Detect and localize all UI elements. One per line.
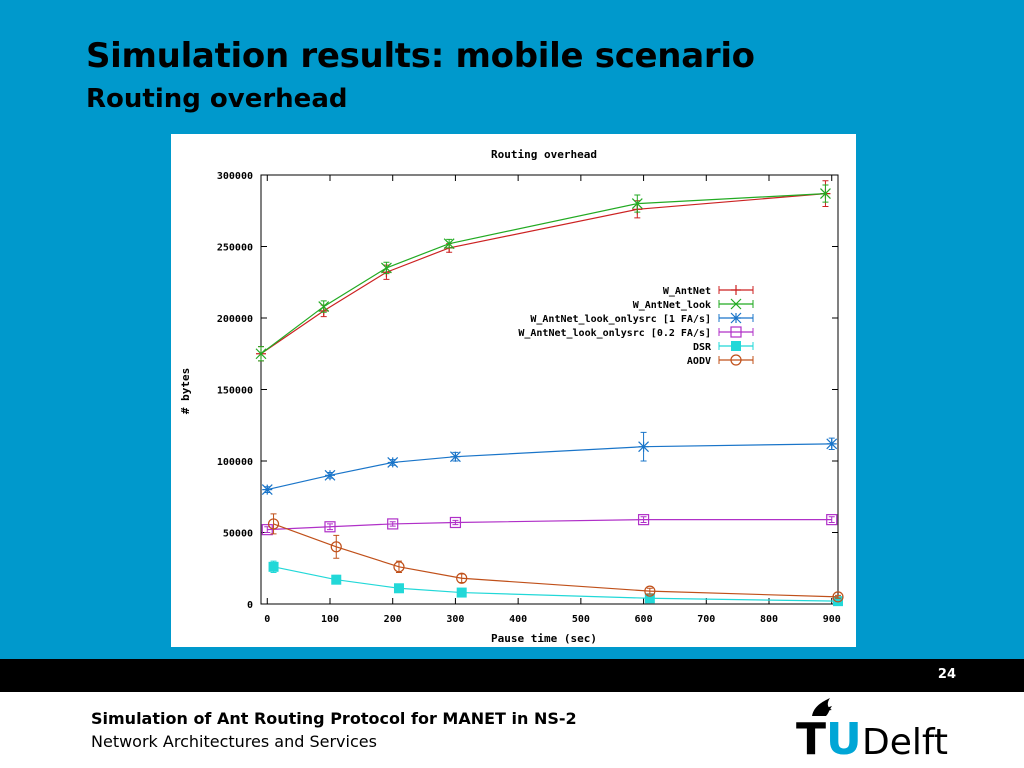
page-number: 24 — [937, 667, 956, 682]
data-point — [387, 457, 399, 468]
x-tick-label: 0 — [264, 614, 270, 625]
x-tick-label: 700 — [697, 614, 715, 625]
x-tick-label: 500 — [572, 614, 590, 625]
y-tick-label: 200000 — [217, 314, 253, 325]
legend-errorbar — [718, 342, 754, 350]
legend-errorbar — [718, 328, 754, 336]
error-bar — [333, 534, 340, 559]
slide-subtitle: Routing overhead — [86, 84, 348, 114]
error-bar — [389, 521, 396, 527]
data-point — [832, 591, 844, 603]
legend-marker — [730, 298, 742, 310]
legend-label: W_AntNet_look — [633, 300, 711, 311]
series-line — [267, 519, 832, 531]
legend-errorbar — [718, 286, 754, 294]
error-bar — [326, 523, 333, 531]
legend-marker — [731, 285, 741, 295]
data-point — [449, 451, 461, 463]
routing-overhead-chart: Routing overhead Pause time (sec) # byte… — [179, 148, 844, 645]
data-point — [826, 438, 838, 450]
error-bar — [646, 587, 653, 595]
x-tick-label: 400 — [509, 614, 527, 625]
flame-icon — [812, 698, 832, 716]
y-tick-label: 0 — [247, 600, 253, 611]
series-line — [260, 192, 826, 355]
data-point — [267, 518, 280, 530]
x-tick-label: 800 — [760, 614, 778, 625]
data-point — [443, 238, 455, 250]
chart-panel: Routing overhead Pause time (sec) # byte… — [171, 134, 856, 647]
data-point — [820, 188, 831, 200]
data-point — [387, 518, 399, 530]
series-line — [267, 443, 832, 491]
legend-marker — [730, 354, 742, 366]
legend-label: W_AntNet_look_onlysrc [0.2 FA/s] — [518, 328, 711, 339]
data-point — [637, 514, 650, 526]
data-point — [331, 574, 342, 585]
tu-delft-logo: T U Delft — [796, 698, 948, 764]
error-bar — [270, 513, 277, 535]
data-point — [381, 262, 392, 274]
y-tick-label: 300000 — [217, 171, 253, 182]
footer: Simulation of Ant Routing Protocol for M… — [0, 692, 1024, 768]
logo-tu-t: T — [796, 714, 826, 764]
y-tick-label: 250000 — [217, 243, 253, 254]
error-bar — [828, 516, 835, 523]
footer-subtitle: Network Architectures and Services — [91, 732, 377, 751]
logo-delft: Delft — [862, 722, 948, 763]
data-point — [826, 514, 838, 526]
data-point — [324, 521, 336, 533]
series-line — [260, 192, 826, 355]
data-point — [456, 587, 467, 598]
series-line — [273, 566, 839, 602]
y-axis-label: # bytes — [179, 368, 192, 414]
data-point — [644, 593, 655, 604]
plot-frame — [260, 174, 839, 605]
footer-title: Simulation of Ant Routing Protocol for M… — [91, 709, 577, 728]
y-tick-label: 50000 — [223, 529, 253, 540]
x-tick-label: 300 — [446, 614, 464, 625]
x-tick-label: 100 — [321, 614, 339, 625]
series-line — [273, 523, 839, 598]
bottom-bar: 24 — [0, 659, 1024, 692]
legend-marker — [730, 312, 742, 324]
x-axis-label: Pause time (sec) — [491, 632, 597, 645]
legend-marker — [730, 326, 742, 338]
y-tick-label: 150000 — [217, 386, 253, 397]
logo-tu-u: U — [826, 714, 862, 764]
legend-label: DSR — [693, 342, 712, 353]
x-tick-label: 200 — [384, 614, 402, 625]
slide-title: Simulation results: mobile scenario — [86, 36, 755, 76]
data-point — [631, 198, 643, 210]
data-point — [644, 585, 656, 597]
x-tick-label: 600 — [635, 614, 653, 625]
legend-marker — [731, 341, 741, 351]
data-point — [261, 484, 273, 496]
legend-label: AODV — [687, 356, 711, 367]
y-tick-label: 100000 — [217, 457, 253, 468]
legend-label: W_AntNet — [663, 286, 711, 297]
legend-errorbar — [718, 314, 754, 322]
error-bar — [835, 594, 841, 599]
data-point — [324, 469, 336, 481]
data-point — [393, 561, 405, 573]
data-point — [833, 596, 843, 607]
error-bar — [452, 519, 459, 526]
legend-errorbar — [718, 356, 754, 364]
x-tick-label: 900 — [823, 614, 841, 625]
data-point — [638, 441, 650, 453]
data-point — [330, 541, 342, 553]
data-point — [268, 561, 279, 572]
data-point — [449, 516, 462, 529]
chart-title: Routing overhead — [491, 148, 597, 161]
error-bar — [395, 560, 402, 574]
legend-errorbar — [718, 300, 754, 308]
data-point — [456, 572, 468, 584]
data-point — [261, 524, 273, 536]
data-point — [393, 583, 404, 594]
error-bar — [640, 516, 647, 523]
legend-label: W_AntNet_look_onlysrc [1 FA/s] — [530, 314, 711, 325]
data-point — [318, 301, 330, 312]
data-point — [255, 348, 267, 360]
